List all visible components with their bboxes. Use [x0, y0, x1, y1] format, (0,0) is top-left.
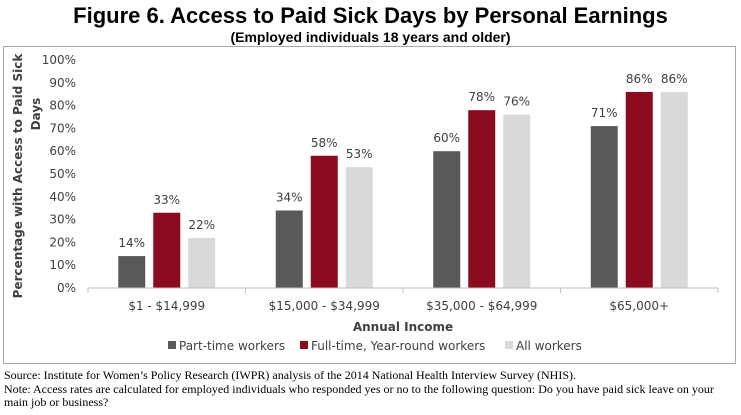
legend-swatch	[300, 341, 308, 349]
x-axis-label: Annual Income	[353, 320, 453, 334]
legend-label: All workers	[516, 339, 582, 353]
y-tick-label: 100%	[42, 53, 76, 67]
bar	[468, 110, 496, 288]
chart-frame	[3, 46, 736, 364]
x-axis-ticks: $1 - $14,999 $15,000 - $34,999 $35,000 - $…	[87, 288, 719, 313]
bar	[660, 91, 688, 288]
y-tick-label: 30%	[49, 213, 76, 227]
bar	[275, 210, 303, 288]
y-tick-label: 90%	[49, 76, 76, 90]
legend-label: Part-time workers	[179, 339, 285, 353]
y-axis-label-line-2: Days	[29, 98, 43, 131]
footnotes: Source: Institute for Women’s Policy Res…	[4, 368, 739, 410]
x-tick-label: $1 - $14,999	[128, 299, 205, 313]
bar	[345, 167, 373, 288]
bar	[118, 256, 146, 288]
chart-subtitle: (Employed individuals 18 years and older…	[230, 29, 511, 45]
bar-value-label: 86%	[661, 72, 688, 86]
bar	[503, 114, 531, 288]
y-tick-label: 50%	[49, 167, 76, 181]
bar-value-label: 14%	[118, 236, 145, 250]
bar	[590, 126, 618, 289]
bar-value-label: 22%	[188, 218, 215, 232]
bars	[118, 91, 688, 289]
y-axis-ticks: 0% 10% 20% 30% 40% 50% 60% 70% 80% 90% 100%	[42, 53, 76, 295]
x-tick-label: $65,000+	[609, 299, 669, 313]
y-tick-label: 10%	[49, 258, 76, 272]
bar-value-label: 78%	[468, 90, 495, 104]
bar-value-label: 53%	[346, 147, 373, 161]
legend: Part-time workers Full-time, Year-round w…	[168, 339, 582, 353]
bar-value-label: 34%	[276, 190, 303, 204]
bar	[188, 237, 216, 288]
data-labels: 14% 33% 22% 34% 58% 53% 60% 78% 76% 71% 86% 86%	[118, 72, 687, 250]
bar-value-label: 76%	[503, 95, 530, 109]
legend-swatch	[505, 341, 513, 349]
bar-value-label: 71%	[591, 106, 618, 120]
bar-value-label: 33%	[153, 193, 180, 207]
bar	[625, 91, 653, 288]
y-tick-label: 40%	[49, 190, 76, 204]
bar-value-label: 86%	[626, 72, 653, 86]
method-note: Note: Access rates are calculated for em…	[4, 381, 714, 409]
y-tick-label: 60%	[49, 144, 76, 158]
source-note: Source: Institute for Women’s Policy Res…	[4, 368, 577, 382]
legend-swatch	[168, 341, 176, 349]
chart-title: Figure 6. Access to Paid Sick Days by Pe…	[73, 3, 668, 28]
x-tick-label: $35,000 - $64,999	[426, 299, 537, 313]
bar	[153, 212, 181, 288]
y-tick-label: 20%	[49, 235, 76, 249]
bar-value-label: 60%	[433, 131, 460, 145]
legend-label: Full-time, Year-round workers	[311, 339, 485, 353]
y-tick-label: 0%	[57, 281, 76, 295]
bar	[433, 151, 461, 288]
y-tick-label: 80%	[49, 99, 76, 113]
y-axis-label-line-1: Percentage with Access to Paid Sick	[11, 53, 25, 299]
x-tick-label: $15,000 - $34,999	[269, 299, 380, 313]
bar-value-label: 58%	[311, 136, 338, 150]
bar	[310, 155, 338, 288]
y-tick-label: 70%	[49, 121, 76, 135]
